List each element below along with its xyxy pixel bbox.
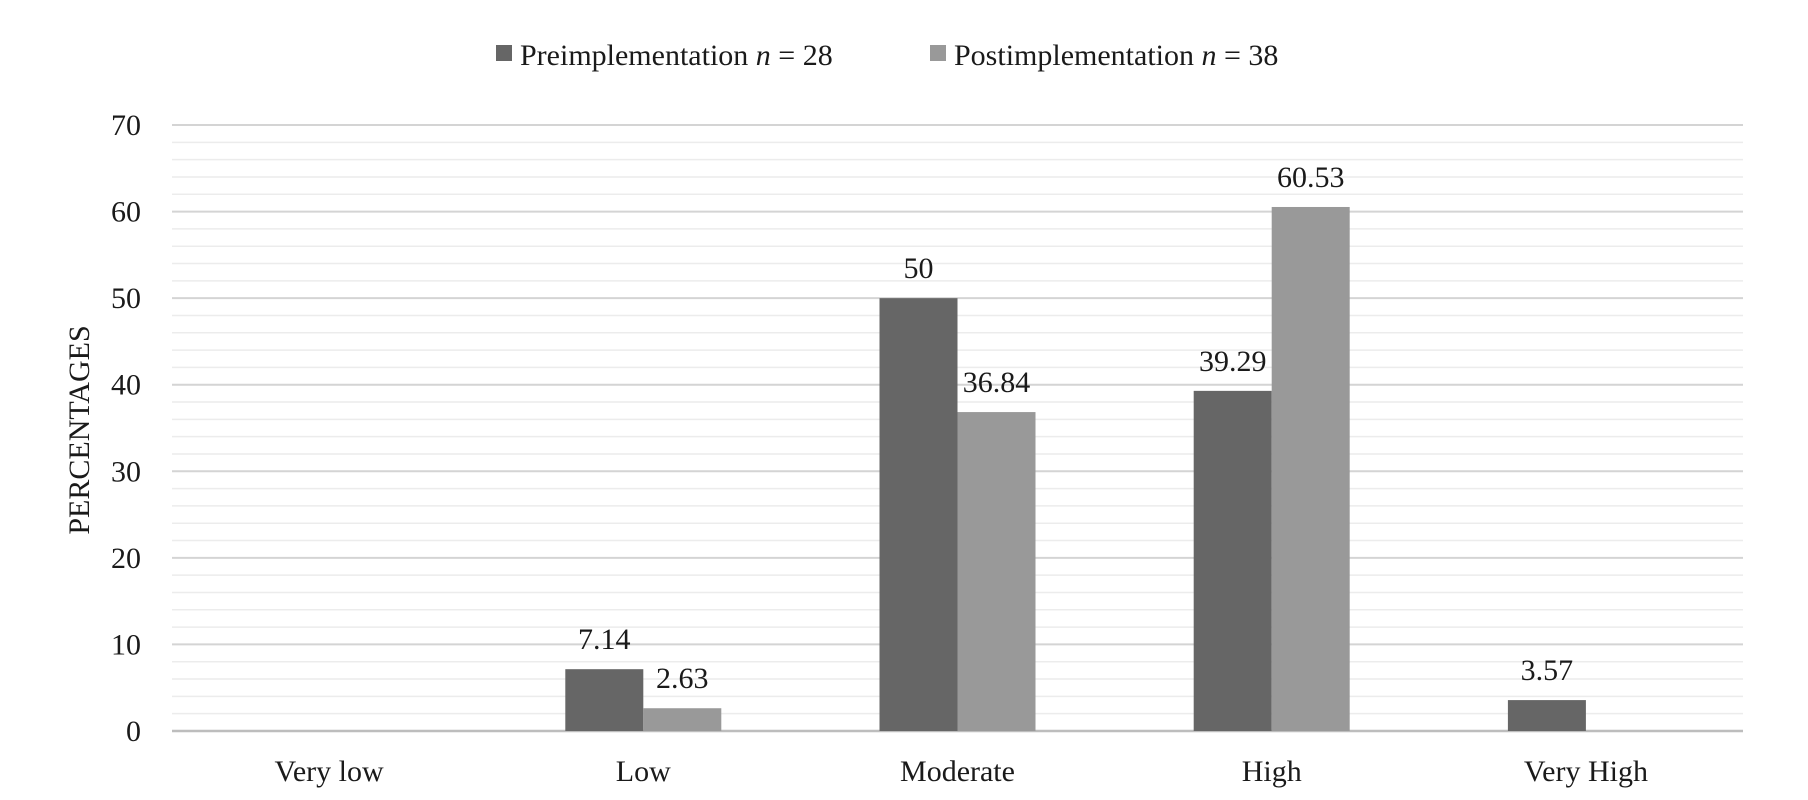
bar-preimplementation-moderate[interactable] — [879, 298, 958, 731]
legend-item-preimplementation[interactable]: Preimplementation n = 28 — [496, 39, 833, 72]
x-category-label: High — [1242, 755, 1302, 788]
y-tick-label: 70 — [111, 109, 141, 142]
x-category-label: Very low — [275, 755, 384, 788]
y-tick-label: 50 — [111, 282, 141, 315]
bar-layer — [565, 206, 1586, 731]
legend-label-postimplementation: Postimplementation n = 38 — [954, 39, 1278, 72]
bar-postimplementation-low[interactable] — [643, 708, 722, 731]
legend-swatch-postimplementation — [930, 45, 946, 61]
bar-postimplementation-moderate[interactable] — [957, 412, 1036, 731]
y-tick-label: 40 — [111, 369, 141, 402]
y-tick-label: 20 — [111, 542, 141, 575]
y-tick-label: 60 — [111, 196, 141, 229]
y-axis-label: PERCENTAGES — [63, 325, 96, 534]
bar-preimplementation-very-high[interactable] — [1507, 700, 1586, 731]
data-label: 39.29 — [1199, 345, 1267, 378]
data-label: 50 — [904, 252, 934, 285]
data-label: 36.84 — [963, 366, 1031, 399]
data-label: 3.57 — [1521, 654, 1574, 687]
legend-label-preimplementation: Preimplementation n = 28 — [520, 39, 833, 72]
data-label-layer: 7.14 2.63 50 36.84 39.29 60.53 3.57 — [578, 161, 1573, 695]
y-tick-label: 10 — [111, 628, 141, 661]
axis-layer: 0 10 20 30 40 50 60 70 Very low Low Moderate High Ve… — [111, 109, 1648, 788]
x-category-label: Low — [616, 755, 671, 788]
bar-postimplementation-high[interactable] — [1271, 206, 1350, 731]
legend[interactable]: Preimplementation n = 28 Postimplementat… — [496, 39, 1278, 72]
legend-swatch-preimplementation — [496, 45, 512, 61]
data-label: 7.14 — [578, 623, 631, 656]
bar-preimplementation-low[interactable] — [565, 669, 644, 731]
x-category-label: Moderate — [900, 755, 1015, 788]
data-label: 2.63 — [656, 662, 709, 695]
legend-item-postimplementation[interactable]: Postimplementation n = 38 — [930, 39, 1278, 72]
x-category-label: Very High — [1524, 755, 1648, 788]
y-tick-label: 0 — [126, 715, 141, 748]
y-tick-label: 30 — [111, 455, 141, 488]
bar-preimplementation-high[interactable] — [1193, 390, 1272, 731]
data-label: 60.53 — [1277, 161, 1345, 194]
